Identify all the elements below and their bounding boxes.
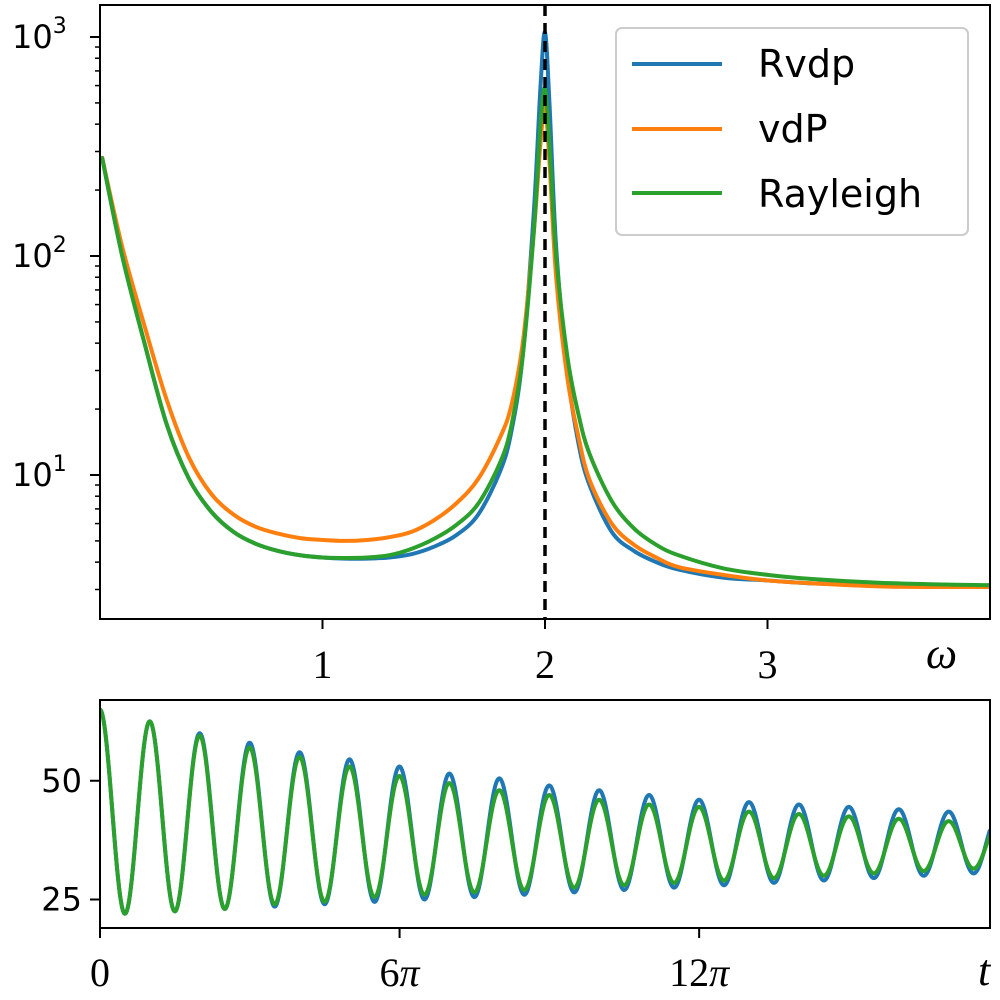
y-tick-label-1000: 103 (12, 14, 67, 56)
series-line-rayleigh (100, 707, 990, 916)
legend-frame (615, 27, 969, 236)
top-x-axis-label: ω (926, 629, 957, 678)
top-y-axis: 101 102 103 (12, 14, 100, 591)
legend: Rvdp vdP Rayleigh (615, 27, 969, 236)
legend-label-rvdp: Rvdp (758, 42, 855, 86)
x-tick-label-6π: 6π (380, 950, 421, 995)
x-tick-label-0: 0 (90, 950, 110, 995)
bottom-x-axis-label: t (978, 946, 992, 995)
legend-label-vdp: vdP (758, 107, 828, 151)
y-tick-label-10: 101 (12, 452, 67, 494)
x-tick-label-12π: 12π (669, 950, 730, 995)
series-line-rayleigh (100, 86, 990, 588)
x-tick-label-3: 3 (758, 642, 778, 687)
top-series-group (100, 30, 990, 590)
top-x-axis: 1 2 3 (313, 619, 778, 687)
legend-label-rayleigh: Rayleigh (758, 172, 922, 216)
top-chart: 101 102 103 1 2 3 ω Rvdp vdP Rayleigh (12, 4, 991, 687)
series-line-vdp (100, 104, 990, 590)
bottom-y-axis: 25 50 (41, 762, 100, 919)
bottom-chart: 25 50 0 6π 12π t (41, 699, 992, 995)
bottom-x-axis: 0 6π 12π (90, 928, 730, 995)
bottom-series-group (100, 707, 990, 916)
x-tick-label-2: 2 (535, 642, 555, 687)
x-tick-label-1: 1 (313, 642, 333, 687)
bottom-plot-frame (99, 699, 991, 929)
y-tick-label-50: 50 (41, 762, 82, 800)
y-tick-label-100: 102 (12, 233, 67, 275)
y-tick-label-25: 25 (41, 881, 82, 919)
series-line-rvdp (100, 707, 990, 916)
